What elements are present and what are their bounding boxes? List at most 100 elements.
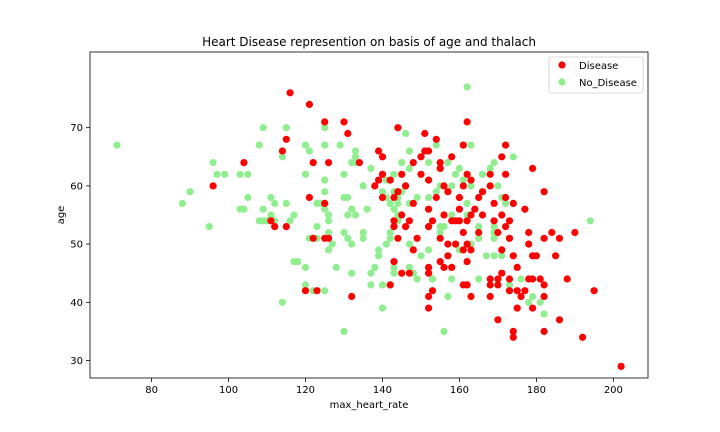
disease-point (502, 170, 510, 178)
no-disease-point (378, 188, 387, 196)
disease-point (486, 292, 494, 301)
disease-point (340, 118, 348, 126)
no-disease-point (348, 205, 356, 213)
disease-point (436, 258, 444, 266)
no-disease-point (444, 159, 452, 167)
disease-point (463, 258, 471, 266)
no-disease-point (290, 211, 298, 219)
disease-point (398, 269, 406, 277)
disease-point (498, 153, 506, 161)
x-tick-label: 160 (450, 385, 469, 396)
no-disease-point (286, 217, 294, 225)
no-disease-point (301, 281, 310, 289)
no-disease-point (367, 269, 375, 277)
no-disease-point (221, 170, 229, 178)
no-disease-point (294, 258, 302, 266)
disease-point (509, 252, 517, 260)
no-disease-point (340, 228, 348, 237)
disease-point (505, 234, 514, 242)
legend: Disease No_Disease (548, 56, 644, 94)
no-disease-point (425, 193, 433, 202)
disease-point (425, 304, 433, 312)
disease-point (390, 223, 398, 231)
no-disease-point (301, 141, 310, 149)
no-disease-point (344, 234, 352, 242)
disease-point (459, 228, 467, 237)
y-tick-label: 70 (70, 123, 83, 134)
disease-point (321, 199, 329, 207)
disease-point (525, 240, 533, 248)
no-disease-point (340, 170, 348, 178)
disease-point (540, 327, 548, 335)
disease-point (405, 217, 413, 225)
y-tick-label: 30 (70, 356, 83, 367)
no-disease-point (505, 281, 514, 289)
no-disease-point (371, 263, 379, 271)
disease-point (425, 176, 433, 184)
no-disease-point (328, 240, 336, 248)
disease-point (448, 263, 456, 271)
no-disease-point (425, 246, 433, 254)
no-disease-point (267, 193, 275, 202)
no-disease-point (321, 124, 329, 132)
disease-point (502, 223, 510, 231)
no-disease-point (490, 234, 498, 242)
disease-point (386, 176, 394, 184)
disease-point (394, 188, 402, 196)
no-disease-point (351, 211, 360, 219)
disease-point (455, 205, 463, 213)
disease-point (309, 159, 317, 167)
disease-point (455, 193, 463, 202)
disease-point (394, 234, 402, 242)
x-axis-ticks: 80 100 120 140 160 180 200 (145, 378, 623, 396)
no-disease-point (525, 298, 533, 306)
legend-label-no-disease: No_Disease (579, 78, 637, 89)
no-disease-point (363, 205, 371, 213)
no-disease-point (344, 211, 352, 219)
disease-point (444, 188, 452, 196)
no-disease-point (351, 153, 360, 161)
disease-point (417, 170, 425, 178)
x-tick-label: 120 (296, 385, 315, 396)
legend-marker-disease (558, 61, 566, 69)
disease-point (409, 159, 417, 167)
disease-point (344, 129, 352, 138)
chart-title: Heart Disease represention on basis of a… (202, 35, 536, 49)
disease-point (428, 217, 437, 225)
disease-point (467, 176, 475, 184)
no-disease-point (259, 124, 267, 132)
no-disease-point (351, 147, 360, 155)
disease-point (513, 287, 521, 295)
disease-point (455, 217, 463, 225)
x-tick-label: 140 (373, 385, 392, 396)
disease-point (436, 159, 444, 167)
no-disease-point (282, 199, 290, 207)
disease-point (348, 292, 356, 301)
no-disease-point (432, 141, 440, 149)
disease-point (428, 287, 437, 295)
no-disease-point (448, 182, 456, 190)
disease-point (540, 188, 548, 196)
no-disease-point (205, 223, 213, 231)
disease-point (463, 118, 471, 126)
no-disease-point (390, 170, 398, 178)
disease-point (498, 269, 506, 277)
no-disease-point (382, 240, 390, 248)
disease-point (529, 304, 537, 312)
no-disease-point (405, 240, 413, 248)
disease-point (282, 135, 290, 143)
disease-point (498, 246, 506, 254)
disease-point (409, 199, 417, 207)
no-disease-point (313, 223, 321, 231)
x-tick-label: 200 (604, 385, 623, 396)
disease-point (271, 223, 279, 231)
disease-point (402, 223, 410, 231)
disease-point (505, 287, 514, 295)
disease-point (305, 193, 313, 202)
no-disease-point (321, 141, 329, 149)
disease-point (467, 292, 475, 301)
no-disease-point (405, 164, 413, 172)
no-disease-point (448, 275, 456, 283)
no-disease-point (490, 223, 498, 231)
no-disease-point (467, 182, 475, 190)
